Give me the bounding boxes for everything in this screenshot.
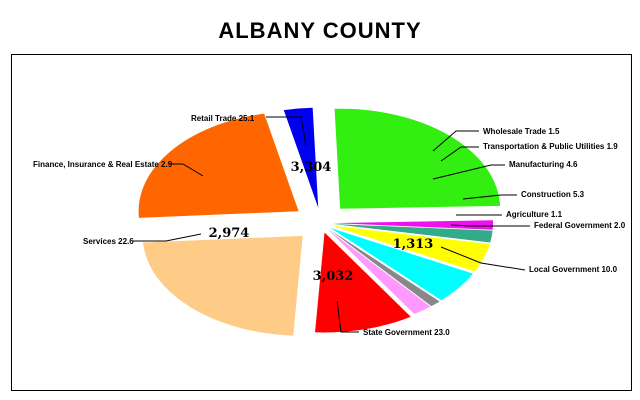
leader-line — [432, 164, 505, 180]
pie-slice-services — [138, 113, 299, 218]
pie-slice-transportation-public-utilities — [332, 224, 493, 243]
leader-line — [440, 246, 526, 271]
slice-label: Agriculture 1.1 — [506, 210, 563, 219]
slice-label: Construction 5.3 — [521, 190, 585, 199]
value-label: 3,304 — [291, 160, 332, 175]
slice-label: Wholesale Trade 1.5 — [483, 127, 560, 136]
pie-slice-construction — [330, 228, 473, 301]
leader-line — [440, 146, 479, 162]
leader-line — [266, 116, 307, 147]
chart-frame: Retail Trade 25.1 Wholesale Trade 1.5 Tran… — [11, 54, 632, 391]
pie-slice-local-government — [315, 232, 411, 333]
slice-label: Local Government 10.0 — [529, 265, 618, 274]
slice-label: Finance, Insurance & Real Estate 2.9 — [33, 160, 173, 169]
leader-line — [462, 194, 517, 200]
slice-label: Transportation & Public Utilities 1.9 — [483, 142, 618, 151]
slice-label: State Government 23.0 — [363, 328, 450, 337]
slice-label: Retail Trade 25.1 — [191, 114, 255, 123]
page-title: ALBANY COUNTY — [218, 18, 422, 43]
leader-line — [450, 224, 530, 227]
pie-slices — [138, 107, 501, 336]
slice-label: Federal Government 2.0 — [534, 221, 626, 230]
pie-slice-agriculture — [329, 229, 440, 307]
slice-labels: Retail Trade 25.1 Wholesale Trade 1.5 Tran… — [33, 114, 626, 337]
pie-slice-state-government — [143, 235, 303, 336]
value-label: 1,313 — [393, 237, 434, 252]
slice-label: Services 22.6 — [83, 237, 134, 246]
leader-lines — [133, 116, 530, 333]
leader-line — [133, 233, 202, 242]
value-label: 2,974 — [209, 226, 250, 241]
leader-line — [336, 300, 359, 333]
pie-slice-manufacturing — [332, 225, 490, 272]
leader-line — [169, 163, 204, 177]
leader-line — [432, 130, 479, 152]
pie-slice-federal-government — [328, 229, 431, 315]
pie-chart: Retail Trade 25.1 Wholesale Trade 1.5 Tran… — [33, 107, 626, 337]
pie-slice-finance-insurance-real-estate — [283, 107, 319, 208]
value-label: 3,032 — [313, 269, 354, 284]
pie-slice-retail-trade — [334, 108, 501, 209]
slice-label: Manufacturing 4.6 — [509, 160, 578, 169]
pie-slice-wholesale-trade — [333, 220, 493, 230]
